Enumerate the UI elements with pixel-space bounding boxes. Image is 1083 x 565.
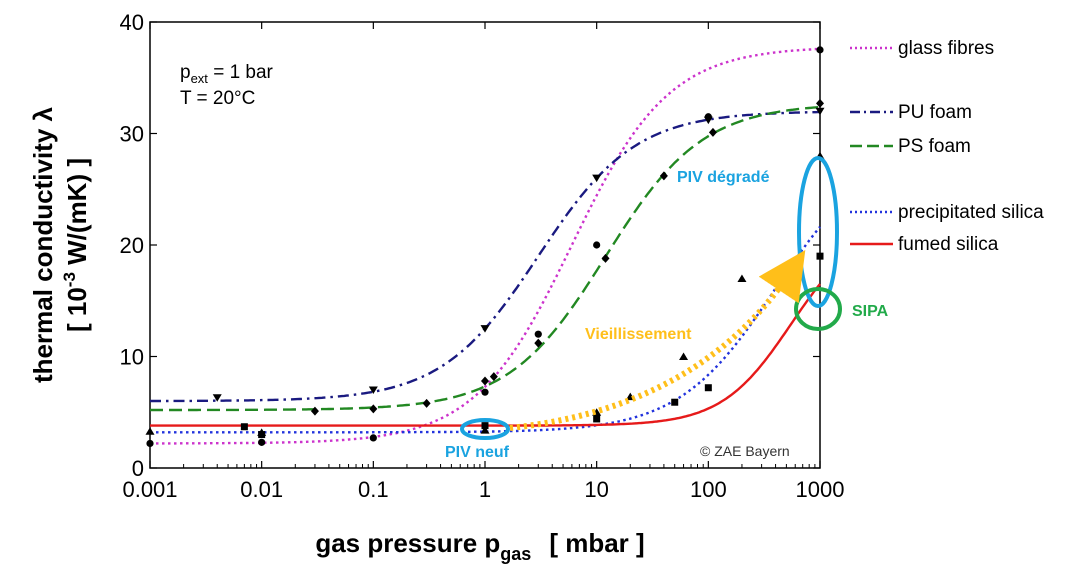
x-tick-label: 1000	[796, 477, 845, 502]
data-point-fumed-silica	[240, 423, 248, 431]
x-tick-label: 10	[584, 477, 608, 502]
annotations: PIV neuf PIV dégradé SIPA Vieillissement	[445, 156, 889, 461]
piv-neuf-label: PIV neuf	[445, 444, 510, 461]
sipa-ellipse	[794, 287, 842, 331]
vieillissement-arrow	[509, 250, 806, 431]
data-point-glass-fibres	[146, 439, 154, 448]
legend-label-pu-foam: PU foam	[898, 102, 972, 123]
legend-label-ps-foam: PS foam	[898, 136, 971, 157]
data-point-fumed-silica	[704, 384, 712, 392]
data-point-glass-fibres	[534, 330, 542, 338]
y-tick-label: 40	[120, 10, 144, 35]
x-tick-label: 0.1	[358, 477, 389, 502]
x-tick-label: 0.001	[122, 477, 177, 502]
series-line-PU-foam	[150, 110, 820, 403]
data-point-fumed-silica	[671, 398, 679, 406]
data-point-PS-foam	[369, 404, 378, 414]
data-point-fumed-silica	[593, 415, 601, 423]
data-point-precipitated-silica	[737, 274, 747, 282]
data-point-PS-foam	[422, 398, 431, 408]
y-axis-title: thermal conductivity λ [ 10-3 W/(mK) ]	[28, 106, 92, 382]
x-axis-title: gas pressure pgas[ mbar ]	[315, 528, 644, 564]
y-axis-title-line1: thermal conductivity λ	[28, 106, 58, 382]
sipa-label: SIPA	[852, 303, 889, 320]
data-point-PU-foam	[703, 116, 713, 125]
vieillissement-label: Vieillissement	[585, 326, 692, 343]
data-point-PU-foam	[815, 107, 825, 116]
y-tick-label: 10	[120, 345, 144, 370]
series-markers	[145, 46, 825, 448]
data-point-PU-foam	[592, 174, 602, 183]
y-axis-title-line2: [ 10-3 W/(mK) ]	[60, 158, 92, 332]
data-point-PU-foam	[368, 386, 378, 394]
data-point-PS-foam	[659, 171, 668, 181]
legend-label-fumed-silica: fumed silica	[898, 234, 999, 255]
piv-degrade-label: PIV dégradé	[677, 169, 770, 186]
series-line-glass-fibres	[150, 47, 821, 445]
piv-degrade-ellipse	[797, 156, 839, 308]
y-tick-label: 30	[120, 122, 144, 147]
legend: glass fibres PU foam PS foam precipitate…	[850, 38, 1044, 255]
data-point-PS-foam	[310, 406, 319, 416]
series-line-fumed-silica	[150, 283, 821, 427]
legend-label-glass-fibres: glass fibres	[898, 38, 994, 59]
y-axis: 0 10 20 30 40	[120, 10, 820, 481]
pressure-condition: pext = 1 bar	[180, 62, 274, 86]
x-axis: 0.001 0.01 0.1 1 10 100 1000	[122, 22, 844, 502]
data-point-PS-foam	[489, 372, 498, 382]
x-tick-label: 0.01	[240, 477, 283, 502]
data-point-PU-foam	[480, 325, 490, 333]
data-point-precipitated-silica	[480, 426, 490, 434]
series-line-precipitated-silica	[150, 226, 821, 434]
data-point-glass-fibres	[369, 434, 377, 442]
series-line-PS-foam	[150, 105, 821, 412]
piv-neuf-ellipse	[460, 418, 510, 440]
data-point-glass-fibres	[481, 388, 489, 396]
x-tick-label: 1	[479, 477, 491, 502]
data-point-glass-fibres	[258, 438, 266, 446]
data-point-PS-foam	[601, 253, 610, 263]
x-tick-label: 100	[690, 477, 727, 502]
legend-label-precipitated-silica: precipitated silica	[898, 202, 1044, 223]
data-point-fumed-silica	[481, 422, 489, 430]
data-point-fumed-silica	[258, 431, 266, 439]
y-tick-label: 0	[132, 456, 144, 481]
data-point-glass-fibres	[816, 46, 824, 54]
data-point-precipitated-silica	[145, 427, 155, 435]
copyright-text: © ZAE Bayern	[700, 443, 790, 459]
data-point-PS-foam	[708, 127, 717, 137]
data-point-fumed-silica	[816, 252, 824, 260]
data-point-precipitated-silica	[679, 352, 689, 360]
data-point-glass-fibres	[593, 241, 601, 249]
y-tick-label: 20	[120, 233, 144, 258]
data-point-PU-foam	[212, 394, 222, 402]
data-point-PS-foam	[816, 98, 824, 108]
data-point-PS-foam	[481, 376, 489, 386]
data-point-PS-foam	[534, 338, 543, 348]
temperature-condition: T = 20°C	[180, 88, 255, 109]
